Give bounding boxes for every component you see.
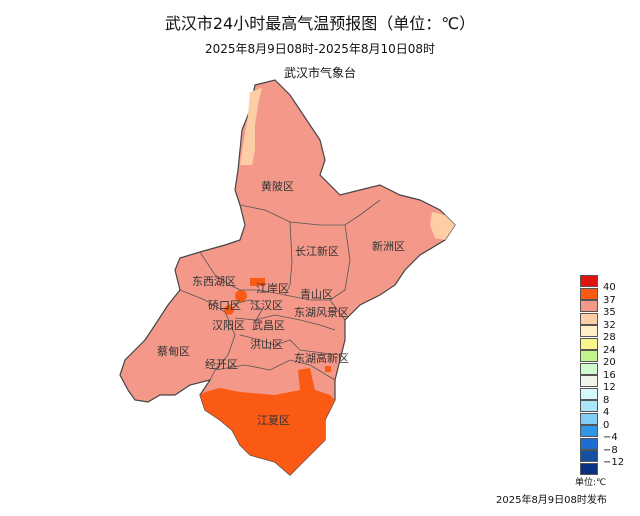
- district-label: 青山区: [300, 288, 333, 301]
- district-label: 黄陂区: [261, 180, 294, 193]
- legend-unit: 单位:℃: [575, 478, 607, 488]
- legend-label: −4: [603, 432, 618, 443]
- heat-zone-jiangxia: [200, 368, 335, 475]
- legend-label: 32: [603, 319, 616, 331]
- legend-swatch: [580, 287, 598, 300]
- legend-swatch: [580, 350, 598, 362]
- district-label: 硚口区: [208, 299, 241, 312]
- legend-swatch: [580, 337, 598, 350]
- district-label: 经开区: [205, 358, 238, 371]
- district-label: 长江新区: [295, 245, 339, 258]
- heat-spot: [235, 290, 247, 302]
- district-label: 汉阳区: [212, 319, 245, 332]
- cool-zone-north: [240, 88, 262, 165]
- district-borders: [179, 199, 381, 381]
- district-label: 东湖风景区: [294, 306, 349, 319]
- map-title: 武汉市24小时最高气温预报图（单位：℃）: [164, 14, 476, 33]
- legend-label: 24: [603, 344, 616, 356]
- legend-swatch: [580, 437, 598, 450]
- heat-spot: [325, 366, 331, 372]
- legend-label: 16: [603, 369, 616, 381]
- legend-swatch: [580, 450, 598, 462]
- heat-spot: [250, 278, 265, 286]
- legend-swatch: [580, 462, 598, 475]
- district-label: 江夏区: [257, 414, 290, 427]
- district-label: 洪山区: [250, 338, 283, 351]
- agency-name: 武汉市气象台: [283, 66, 356, 80]
- legend-swatch: [580, 375, 598, 387]
- legend-swatch: [580, 300, 598, 312]
- legend-swatch: [580, 312, 598, 325]
- legend-swatch: [580, 362, 598, 375]
- legend-swatch: [580, 387, 598, 400]
- legend-label: 37: [603, 294, 616, 306]
- legend-label: 40: [603, 282, 616, 293]
- legend-swatch: [580, 325, 598, 337]
- legend-label: −12: [603, 457, 625, 468]
- district-label: 江岸区: [256, 282, 289, 295]
- legend-label: −8: [603, 444, 618, 456]
- legend-swatch: [580, 412, 598, 425]
- district-label: 东西湖区: [192, 275, 236, 288]
- legend-label: 28: [603, 332, 616, 343]
- district-label: 新洲区: [372, 240, 405, 253]
- district-label: 江汉区: [250, 299, 283, 312]
- legend-label: 35: [603, 307, 616, 318]
- legend-label: 0: [603, 419, 610, 431]
- legend-swatch: [580, 275, 598, 287]
- legend-label: 20: [603, 357, 616, 368]
- legend-label: 8: [603, 394, 610, 406]
- legend-label: 12: [603, 382, 616, 393]
- map-subtitle: 2025年8月9日08时-2025年8月10日08时: [204, 42, 436, 56]
- legend-swatch: [580, 425, 598, 437]
- heat-spot: [224, 305, 234, 315]
- cool-zone-east: [430, 212, 455, 240]
- district-label: 武昌区: [252, 319, 285, 332]
- legend-swatch: [580, 400, 598, 412]
- district-label: 蔡甸区: [157, 345, 190, 358]
- legend-label: 4: [603, 407, 610, 418]
- issue-time: 2025年8月9日08时发布: [496, 495, 607, 506]
- district-label: 东湖高新区: [294, 352, 349, 365]
